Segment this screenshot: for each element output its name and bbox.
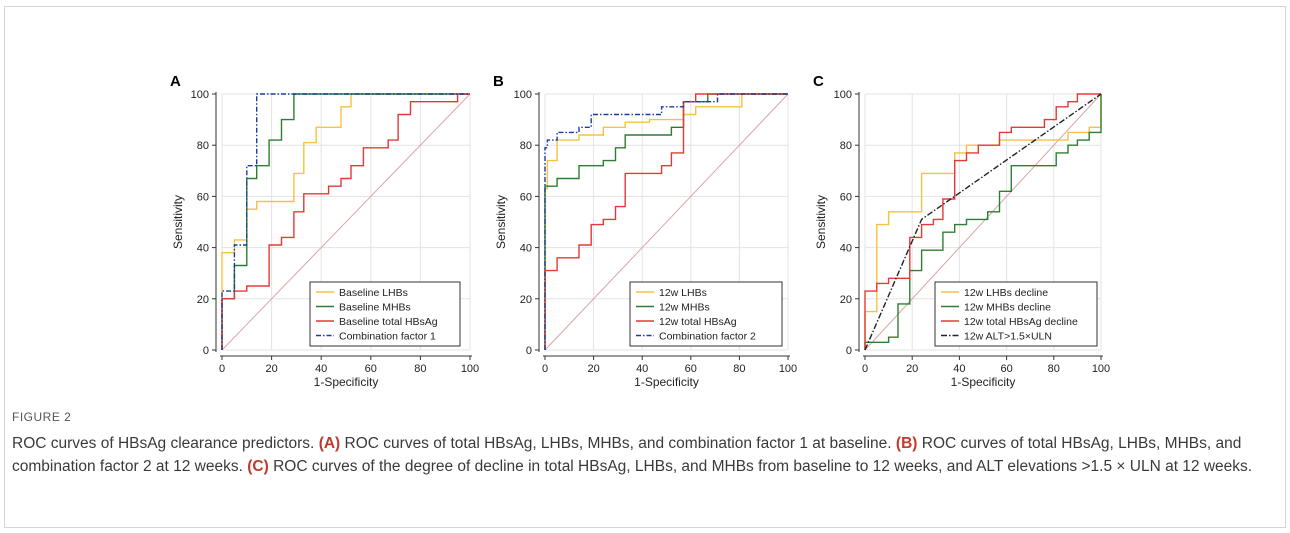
series-line-1 [221, 93, 470, 350]
y-tick-label: 60 [520, 191, 532, 203]
caption-tag-b: (B) [895, 435, 918, 452]
series-line-1 [544, 93, 788, 350]
chart-panel-b: 0 20 40 60 80 100 0 20 40 60 80 100 1-Specificity Sen… [493, 73, 797, 389]
legend-label: Baseline MHBs [339, 302, 411, 314]
x-axis-label: 1-Specificity [314, 375, 379, 389]
series-line-2 [864, 94, 1102, 350]
x-tick-label: 60 [365, 363, 377, 375]
y-tick-label: 100 [514, 89, 532, 101]
series-line-1 [864, 94, 1102, 350]
chart-panel-a: 0 20 40 60 80 100 0 20 40 60 80 100 1-Specificity Sen… [170, 73, 479, 389]
legend-label: 12w MHBs [659, 302, 710, 314]
y-tick-label: 60 [840, 191, 852, 203]
x-tick-label: 40 [315, 363, 327, 375]
reference-diagonal [221, 93, 471, 351]
x-tick-label: 0 [219, 363, 225, 375]
y-tick-label: 0 [526, 345, 532, 357]
legend-label: 12w total HBsAg [659, 316, 737, 328]
reference-diagonal [864, 93, 1102, 351]
series-line-3 [221, 93, 470, 350]
panel-label: B [493, 73, 504, 90]
y-tick-label: 80 [520, 140, 532, 152]
legend-label: 12w ALT>1.5×ULN [964, 331, 1052, 343]
legend-label: 12w total HBsAg decline [964, 316, 1078, 328]
legend: 12w LHBs 12w MHBs 12w total HBsAg Combinati… [629, 281, 783, 347]
y-tick-label: 20 [520, 294, 532, 306]
x-tick-label: 100 [779, 363, 797, 375]
series-line-4 [864, 93, 1102, 351]
y-tick-label: 20 [197, 294, 209, 306]
legend-box [309, 281, 461, 347]
x-tick-label: 80 [733, 363, 745, 375]
figure-frame [4, 6, 1286, 528]
y-axis-label: Sensitivity [814, 195, 828, 249]
y-tick-label: 80 [197, 140, 209, 152]
x-tick-label: 0 [542, 363, 548, 375]
y-tick-label: 60 [197, 191, 209, 203]
x-tick-label: 80 [1048, 363, 1060, 375]
figure-label: FIGURE 2 [12, 410, 72, 424]
figure-caption-text: ROC curves of HBsAg clearance predictors… [12, 432, 1274, 478]
caption-text-b: ROC curves of total HBsAg, LHBs, MHBs, a… [12, 435, 1242, 475]
reference-diagonal [544, 93, 789, 351]
x-tick-label: 40 [953, 363, 965, 375]
x-tick-label: 0 [862, 363, 868, 375]
caption-text-a: ROC curves of total HBsAg, LHBs, MHBs, a… [344, 435, 892, 452]
legend-box [934, 281, 1098, 347]
y-axis-label: Sensitivity [171, 195, 185, 249]
x-tick-label: 20 [265, 363, 277, 375]
x-tick-label: 20 [587, 363, 599, 375]
legend-label: 12w LHBs decline [964, 287, 1048, 299]
y-tick-label: 80 [840, 140, 852, 152]
panel-label: A [170, 73, 181, 90]
legend: Baseline LHBs Baseline MHBs Baseline total… [309, 281, 461, 347]
figure-caption: FIGURE 2 ROC curves of HBsAg clearance p… [12, 410, 1274, 478]
y-tick-label: 0 [203, 345, 209, 357]
y-tick-label: 40 [197, 243, 209, 255]
y-tick-label: 40 [840, 243, 852, 255]
caption-tag-c: (C) [247, 458, 269, 475]
x-axis-label: 1-Specificity [951, 375, 1016, 389]
series-line-4 [221, 93, 470, 350]
figure-charts: 0 20 40 60 80 100 0 20 40 60 80 100 1-Specificity Sen… [170, 73, 1110, 389]
x-tick-label: 20 [906, 363, 918, 375]
caption-text-c: ROC curves of the degree of decline in t… [273, 458, 1253, 475]
y-tick-label: 100 [834, 89, 852, 101]
legend-label: Baseline total HBsAg [339, 316, 438, 328]
series-line-3 [544, 93, 788, 350]
y-tick-label: 20 [840, 294, 852, 306]
x-tick-label: 100 [1092, 363, 1110, 375]
legend-label: Combination factor 1 [339, 331, 436, 343]
legend-label: Combination factor 2 [659, 331, 756, 343]
x-tick-label: 80 [414, 363, 426, 375]
y-tick-label: 100 [191, 89, 209, 101]
y-tick-label: 0 [846, 345, 852, 357]
x-axis-label: 1-Specificity [634, 375, 699, 389]
legend-label: 12w LHBs [659, 287, 707, 299]
caption-tag-a: (A) [318, 435, 341, 452]
y-tick-label: 40 [520, 243, 532, 255]
x-tick-label: 40 [636, 363, 648, 375]
x-tick-label: 60 [1000, 363, 1012, 375]
legend: 12w LHBs decline 12w MHBs decline 12w tota… [934, 281, 1098, 347]
legend-label: 12w MHBs decline [964, 302, 1051, 314]
x-tick-label: 100 [461, 363, 479, 375]
chart-panel-c: 0 20 40 60 80 100 0 20 40 60 80 100 1-Specificity Sen… [813, 73, 1110, 389]
panel-label: C [813, 73, 824, 90]
legend-label: Baseline LHBs [339, 287, 408, 299]
caption-intro: ROC curves of HBsAg clearance predictors… [12, 435, 315, 452]
legend-box [629, 281, 783, 347]
y-axis-label: Sensitivity [494, 195, 508, 249]
x-tick-label: 60 [685, 363, 697, 375]
